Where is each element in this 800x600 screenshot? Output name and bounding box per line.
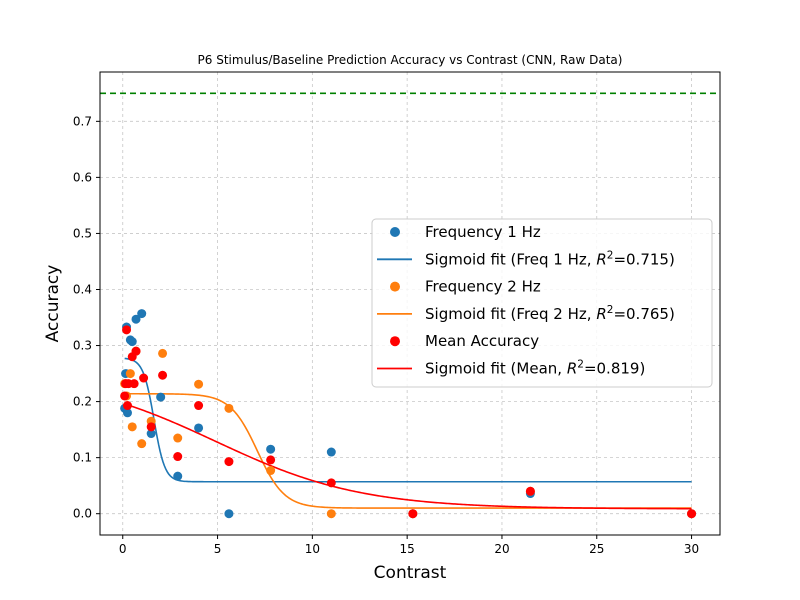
chart-title: P6 Stimulus/Baseline Prediction Accuracy… [198, 53, 623, 67]
data-point-series-4 [158, 370, 168, 380]
y-tick-label: 0.2 [73, 395, 92, 409]
data-point-series-4 [173, 452, 183, 462]
y-tick-label: 0.1 [73, 451, 92, 465]
data-point-series-0 [131, 314, 141, 324]
data-point-series-4 [120, 391, 130, 401]
data-point-series-0 [122, 408, 132, 418]
legend-label: Sigmoid fit (Freq 1 Hz, R2=0.715) [425, 249, 675, 268]
data-point-series-2 [158, 348, 168, 358]
y-tick-label: 0.6 [73, 170, 92, 184]
y-tick-label: 0.4 [73, 282, 92, 296]
data-point-series-0 [266, 444, 276, 454]
legend-label: Sigmoid fit (Freq 2 Hz, R2=0.765) [425, 304, 675, 323]
data-point-series-4 [139, 373, 149, 383]
data-point-series-4 [266, 455, 276, 465]
x-axis-label: Contrast [374, 563, 447, 583]
data-point-series-0 [224, 509, 234, 519]
legend-marker [390, 227, 400, 237]
data-point-series-2 [224, 403, 234, 413]
data-point-series-4 [146, 422, 156, 432]
data-point-series-4 [122, 325, 132, 335]
data-point-series-2 [194, 379, 204, 389]
fit-curves [124, 357, 692, 510]
data-point-series-4 [194, 401, 204, 411]
fit-curve-1 [124, 357, 692, 483]
x-tick-label: 25 [589, 542, 604, 556]
x-tick-label: 0 [119, 542, 127, 556]
x-tick-label: 10 [305, 542, 320, 556]
legend-marker [390, 281, 400, 292]
legend-label: Sigmoid fit (Mean, R2=0.819) [425, 359, 645, 378]
data-point-series-2 [266, 466, 276, 476]
x-tick-label: 15 [400, 542, 415, 556]
data-point-series-4 [408, 509, 418, 519]
data-point-series-0 [156, 392, 166, 402]
legend-box [371, 218, 713, 388]
data-point-series-4 [525, 486, 535, 496]
data-point-series-2 [125, 369, 135, 379]
data-point-series-0 [146, 429, 156, 439]
data-point-series-4 [129, 379, 139, 389]
plot-frame [99, 71, 721, 536]
legend: Frequency 1 Hz Sigmoid fit (Freq 1 Hz, R2… [371, 218, 713, 388]
data-point-series-4 [224, 457, 234, 467]
data-point-series-0 [137, 309, 147, 319]
data-point-series-0 [127, 337, 137, 347]
data-point-series-2 [137, 439, 147, 449]
data-points [120, 309, 697, 519]
data-point-series-4 [122, 401, 132, 411]
x-tick-label: 20 [494, 542, 509, 556]
y-tick-label: 0.5 [73, 226, 92, 240]
data-point-series-2 [326, 509, 336, 519]
legend-label: Frequency 2 Hz [425, 278, 541, 296]
data-point-series-4 [687, 509, 697, 519]
y-tick-label: 0.0 [73, 507, 92, 521]
y-tick-label: 0.3 [73, 339, 92, 353]
x-tick-label: 30 [684, 542, 699, 556]
data-point-series-4 [326, 478, 336, 488]
data-point-series-2 [127, 422, 137, 432]
fit-curve-5 [124, 403, 692, 510]
data-point-series-0 [326, 447, 336, 457]
y-axis-label: Accuracy [43, 265, 63, 343]
legend-label: Frequency 1 Hz [425, 223, 541, 241]
x-tick-label: 5 [214, 542, 222, 556]
data-point-series-0 [194, 423, 204, 433]
legend-label: Mean Accuracy [425, 332, 539, 350]
y-tick-label: 0.7 [73, 114, 92, 128]
axis-ticks: 0 5 10 15 20 25 30 0.0 0.1 0.2 0.3 0.4 0.5 0.6 0.7 [73, 114, 699, 556]
data-point-series-4 [131, 346, 141, 356]
legend-marker [390, 336, 400, 347]
data-point-series-0 [173, 471, 183, 481]
data-point-series-2 [173, 433, 183, 443]
